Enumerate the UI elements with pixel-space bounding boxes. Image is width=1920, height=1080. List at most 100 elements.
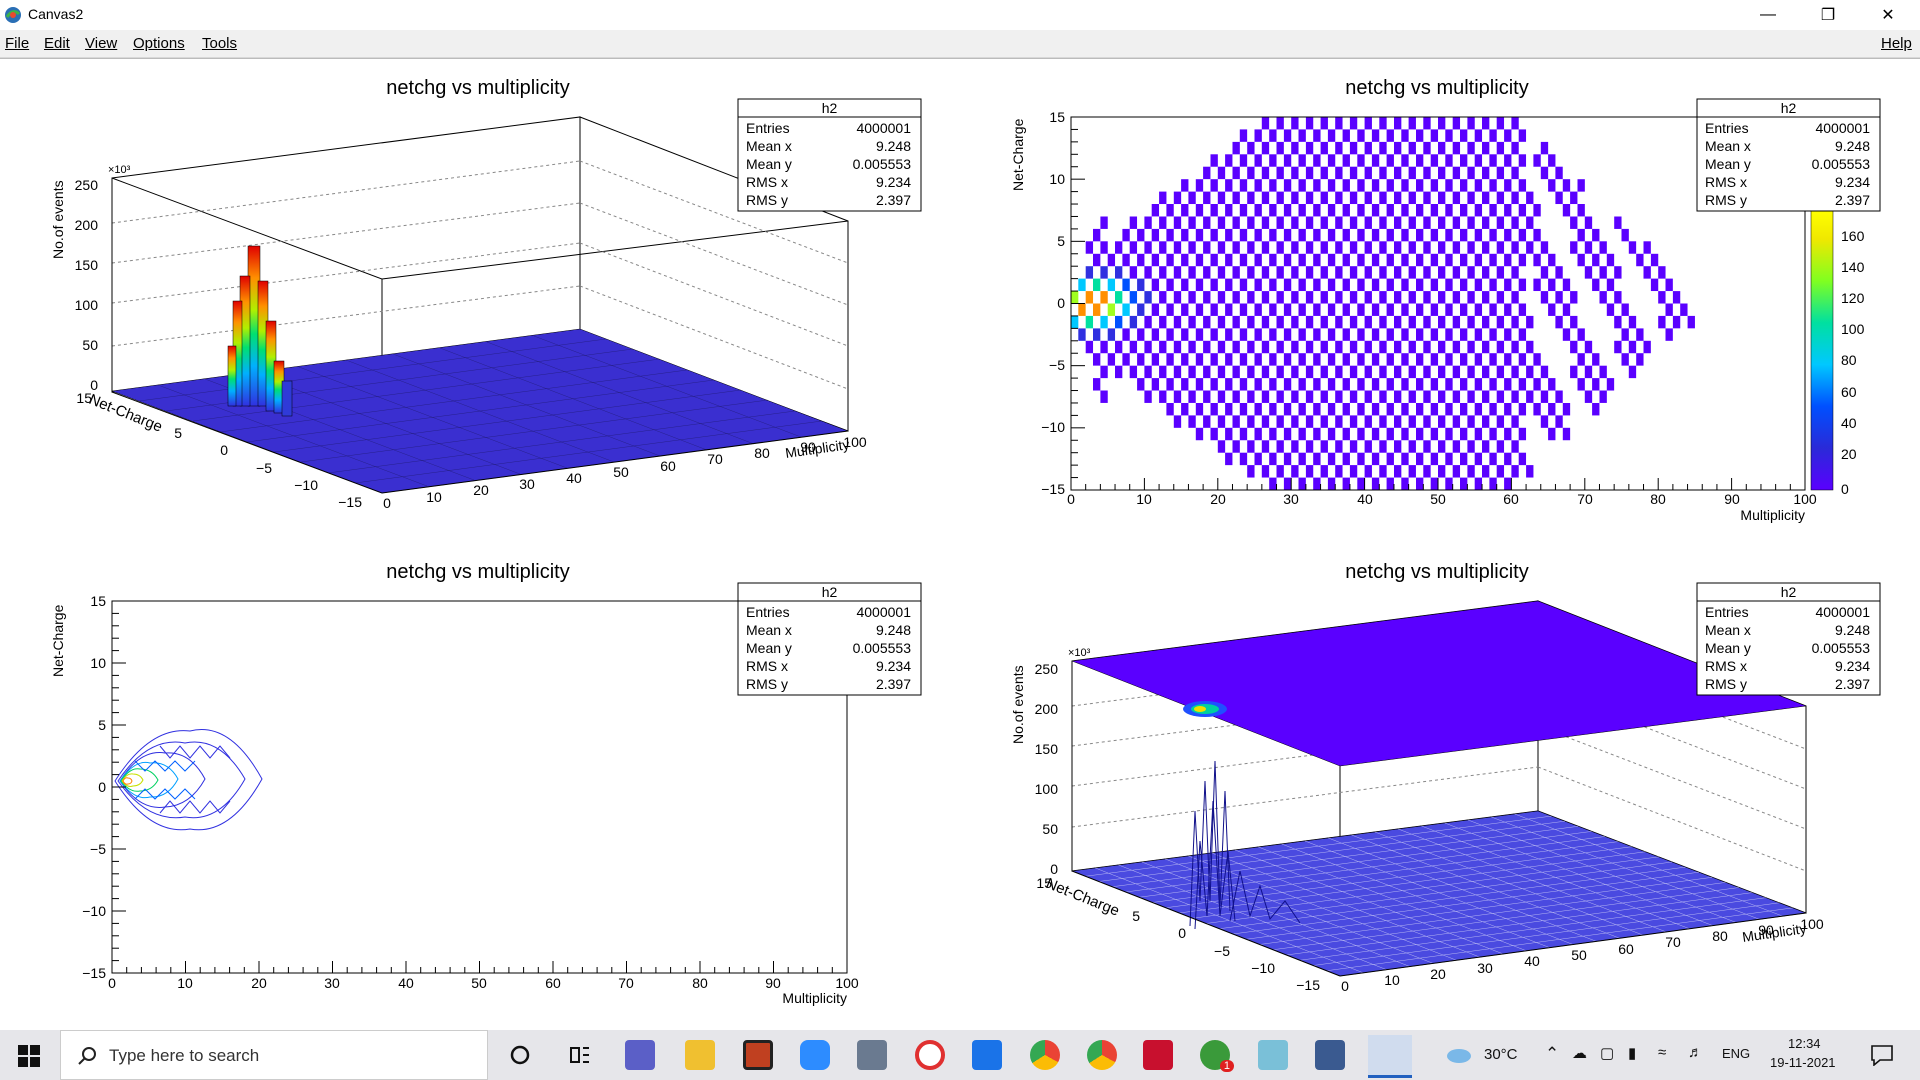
colz-cell (1460, 204, 1468, 217)
colz-cell (1379, 390, 1387, 403)
battery-icon[interactable]: ▮ (1628, 1045, 1637, 1062)
colz-cell (1636, 253, 1644, 267)
colz-cell (1327, 328, 1336, 341)
close-button[interactable]: ✕ (1860, 0, 1916, 30)
colz-cell (1188, 340, 1196, 354)
weather-temp[interactable]: 30°C (1484, 1046, 1518, 1063)
calendar-icon[interactable] (972, 1040, 1002, 1070)
language-indicator[interactable]: ENG (1722, 1046, 1751, 1061)
colz-cell (1371, 427, 1380, 441)
colz-cell (1511, 216, 1519, 229)
colz-cell (1445, 477, 1453, 491)
surface-z-tick: 0 (1050, 861, 1058, 877)
colz-cell (1394, 315, 1402, 329)
minimize-button[interactable]: — (1740, 0, 1796, 30)
volume-icon[interactable]: ♬ (1688, 1044, 1703, 1061)
notes-icon[interactable] (1258, 1040, 1288, 1070)
colz-cell (1504, 179, 1512, 192)
clock-time[interactable]: 12:34 (1788, 1036, 1821, 1051)
colz-cell (1232, 390, 1240, 403)
colz-cell (1203, 166, 1211, 180)
colz-cell (1151, 228, 1160, 242)
notifications-icon[interactable] (1870, 1044, 1894, 1066)
colz-cell (1394, 241, 1402, 254)
colz-cell (1430, 179, 1439, 192)
camera-icon[interactable] (857, 1040, 887, 1070)
colz-cell (1658, 266, 1666, 279)
wifi-icon[interactable]: ≈ (1658, 1044, 1667, 1061)
colz-cell (1313, 378, 1321, 391)
zoom-icon[interactable] (800, 1040, 830, 1070)
clock-date[interactable]: 19-11-2021 (1770, 1055, 1836, 1070)
mesh-line (1351, 834, 1620, 939)
root-canvas[interactable]: netchg vs multiplicity (0, 58, 1920, 1029)
stats-label: Entries (1705, 604, 1749, 620)
colz-cell (1371, 278, 1380, 292)
lego-z-tick: 0 (90, 377, 98, 393)
mcafee-icon[interactable] (1143, 1040, 1173, 1070)
restore-button[interactable]: ❐ (1800, 0, 1856, 30)
colz-cell (1217, 415, 1226, 428)
chevron-up-icon[interactable]: ⌃ (1545, 1044, 1560, 1063)
colz-cell (1144, 365, 1152, 379)
colz-cell (1217, 365, 1226, 379)
stats-label: Entries (1705, 120, 1749, 136)
notification-badge: 1 (1219, 1060, 1234, 1072)
menu-options[interactable]: Options (133, 35, 185, 52)
colz-cell (1643, 266, 1651, 279)
colz-cell (1254, 427, 1262, 441)
record-icon[interactable] (915, 1040, 945, 1070)
display-icon[interactable]: ▢ (1600, 1045, 1615, 1062)
colz-cell (1562, 303, 1571, 316)
file-explorer-icon[interactable] (685, 1040, 715, 1070)
taskbar-search[interactable]: Type here to search (60, 1030, 488, 1080)
chrome-profile-icon[interactable] (1087, 1040, 1117, 1070)
start-button[interactable] (18, 1045, 40, 1067)
chrome-icon[interactable] (1030, 1040, 1060, 1070)
colz-cell (1364, 465, 1372, 478)
pad-colz[interactable]: netchg vs multiplicity 15 10 5 0 −5 −10 … (1010, 77, 1865, 523)
colz-cell (1489, 427, 1497, 441)
menu-tools[interactable]: Tools (202, 35, 238, 52)
pad-contour[interactable]: netchg vs multiplicity 15 10 5 0 −5 −10 … (50, 561, 859, 1006)
colz-cell (1357, 204, 1365, 217)
app-m-icon[interactable] (743, 1040, 773, 1070)
menu-file[interactable]: File (5, 35, 30, 52)
colz-cell (1159, 291, 1167, 304)
colz-cell (1217, 266, 1226, 279)
cortana-icon[interactable] (505, 1040, 535, 1070)
colz-cell (1291, 291, 1299, 304)
colz-cell (1658, 315, 1666, 329)
network-app-icon[interactable] (1315, 1040, 1345, 1070)
colz-cell (1430, 452, 1439, 466)
colz-cell (1570, 216, 1578, 229)
colz-cell (1386, 179, 1394, 192)
lego-z-tick: 150 (75, 257, 99, 273)
colz-cell (1430, 378, 1439, 391)
menu-edit[interactable]: Edit (44, 35, 70, 52)
root-taskbar-icon[interactable]: 1 (1200, 1040, 1234, 1072)
stats-box[interactable]: h2 Entries 4000001 Mean x 9.248 Mean y 0.00555… (737, 582, 922, 696)
teams-icon[interactable] (625, 1040, 655, 1070)
colz-cell (1460, 403, 1468, 416)
colz-cell (1474, 427, 1483, 441)
colz-cell (1320, 365, 1328, 379)
colz-cell (1460, 427, 1468, 441)
menu-view[interactable]: View (85, 35, 118, 52)
palette-tick: 20 (1841, 446, 1857, 462)
colz-cell (1482, 315, 1490, 329)
stats-box[interactable]: h2 Entries 4000001 Mean x 9.248 Mean y 0.00555… (737, 98, 922, 212)
colz-cell (1555, 291, 1563, 304)
pad-surface[interactable]: netchg vs multiplicity ×10³ 250 200 (1010, 561, 1824, 994)
cloud-icon[interactable]: ☁ (1572, 1045, 1587, 1062)
colz-cell (1276, 166, 1284, 180)
stats-box[interactable]: h2 Entries 4000001 Mean x 9.248 Mean y 0.00555… (1696, 98, 1881, 212)
colz-x-tick: 30 (1283, 491, 1299, 507)
canvas-window-taskbar-button[interactable] (1368, 1035, 1412, 1078)
menu-help[interactable]: Help (1881, 35, 1912, 52)
colz-cell (1232, 340, 1240, 354)
mesh-line (1313, 902, 1780, 966)
task-view-icon[interactable] (565, 1040, 595, 1070)
colz-cell (1474, 477, 1483, 491)
stats-box[interactable]: h2 Entries 4000001 Mean x 9.248 Mean y 0.00555… (1696, 582, 1881, 696)
